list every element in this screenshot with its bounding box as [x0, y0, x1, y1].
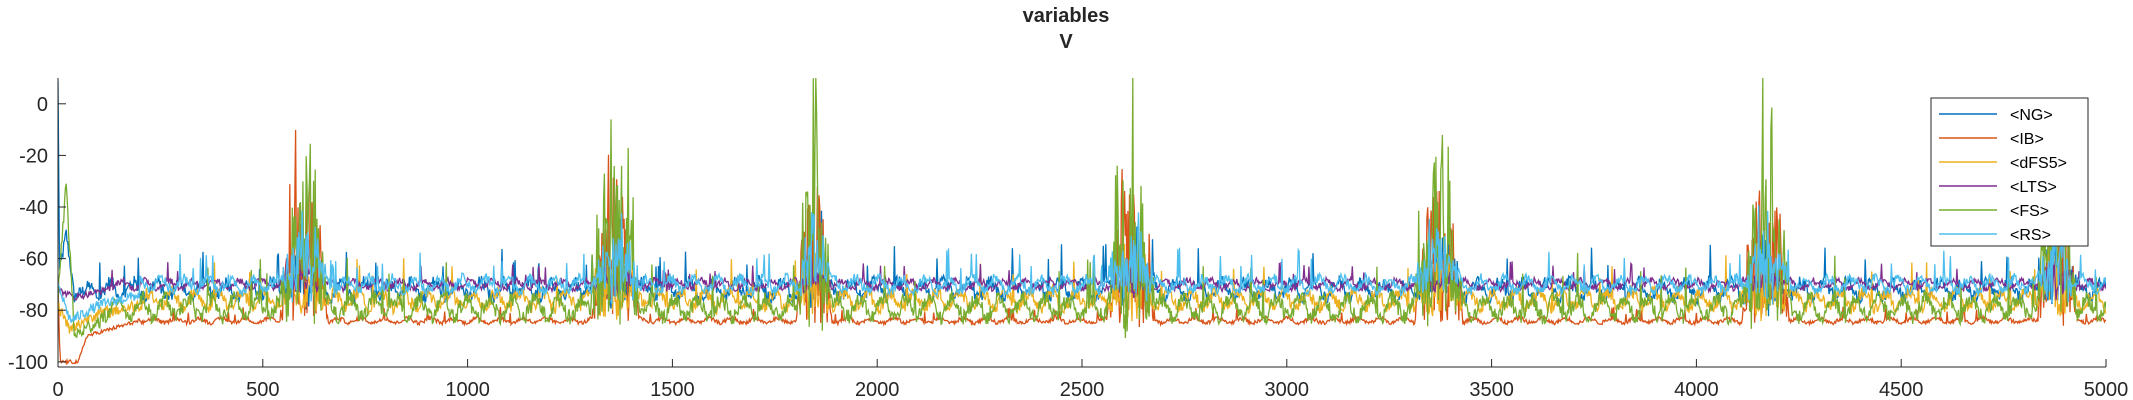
x-tick-label: 4000	[1674, 379, 1719, 400]
x-tick-label: 2000	[855, 379, 900, 400]
legend-label: <RS>	[2010, 227, 2051, 244]
legend: <NG> <IB> <dFS5> <LTS> <FS> <RS>	[1930, 97, 2089, 247]
x-tick-label: 5000	[2084, 379, 2129, 400]
legend-box	[1930, 97, 2089, 247]
series-line-1	[58, 106, 2106, 366]
series-line-3	[58, 252, 2106, 302]
legend-label: <FS>	[2010, 203, 2049, 220]
chart-subtitle: V	[1059, 31, 1073, 53]
y-tick-label: -80	[19, 300, 48, 322]
legend-label: <IB>	[2010, 131, 2044, 148]
x-tick-label: 1000	[445, 379, 490, 400]
x-tick-label: 3500	[1469, 379, 1514, 400]
x-tick-label: 500	[246, 379, 279, 400]
y-tick-label: -20	[19, 145, 48, 167]
y-tick-label: 0	[37, 94, 48, 116]
series-line-4	[58, 77, 2106, 339]
y-tick-label: -40	[19, 197, 48, 219]
legend-label: <NG>	[2010, 107, 2053, 124]
y-tick-label: -100	[8, 352, 48, 374]
series-line-5	[58, 204, 2106, 323]
legend-label: <LTS>	[2010, 179, 2057, 196]
x-tick-label: 2500	[1060, 379, 1105, 400]
axes-layer: 0 500 1000 1500 2000 2500 3000 3500 4000 4500 5000…	[8, 78, 2128, 400]
plot-area: 0 500 1000 1500 2000 2500 3000 3500 4000 4500 5000…	[8, 77, 2128, 400]
legend-label: <dFS5>	[2010, 155, 2067, 172]
x-tick-label: 3000	[1265, 379, 1310, 400]
x-tick-label: 0	[52, 379, 63, 400]
x-tick-label: 4500	[1879, 379, 1924, 400]
x-tick-label: 1500	[650, 379, 695, 400]
series-layer	[58, 77, 2106, 366]
chart-title: variables	[1023, 5, 1110, 27]
y-tick-label: -60	[19, 249, 48, 271]
